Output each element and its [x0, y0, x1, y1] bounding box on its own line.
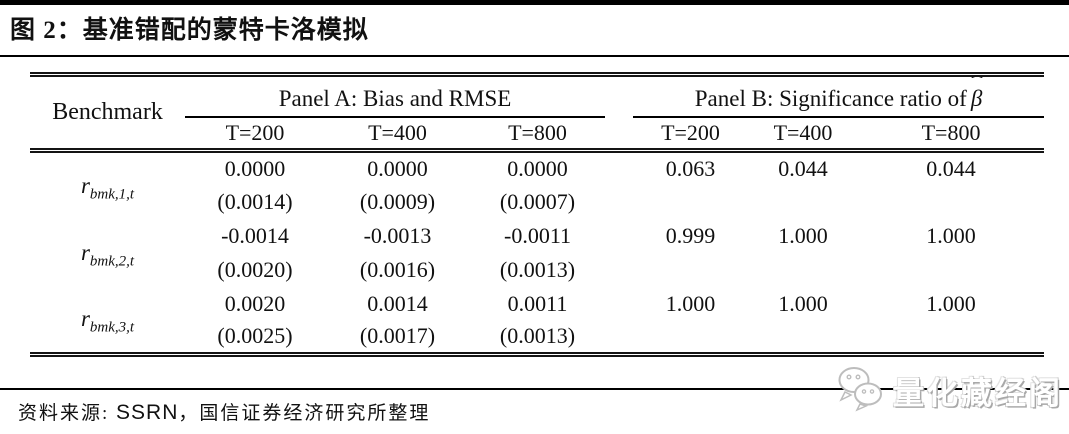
table-row-bmk3-values: rbmk,3,t 0.0020 0.0014 0.0011 1.000 1.00… [30, 287, 1044, 336]
source-prefix: 资料来源: [18, 403, 117, 424]
col-header-b-t800: T=800 [858, 116, 1045, 153]
cell-rmse: (0.0013) [499, 323, 576, 349]
results-table: Benchmark Panel A: Bias and RMSE Panel B… [30, 72, 1045, 357]
table-row-bmk1-values: rbmk,1,t 0.0000 0.0000 0.0000 0.063 0.04… [30, 151, 1044, 202]
cell-bias: 0.0000 [367, 155, 428, 181]
panel-gap [605, 185, 633, 219]
cell-sig-ratio: 1.000 [926, 290, 976, 316]
cell-sig-ratio: 1.000 [778, 290, 828, 316]
col-header-a-t400: T=400 [325, 116, 470, 153]
cell-bias: 0.0000 [224, 155, 286, 181]
cell-rmse: (0.0013) [499, 256, 576, 282]
wechat-icon [833, 364, 889, 417]
cell-rmse: (0.0014) [217, 188, 293, 214]
table-row-bmk1-rmse: (0.0014) (0.0009) (0.0007) [30, 185, 1044, 219]
cell-sig-ratio: 0.044 [778, 155, 828, 181]
col-header-b-t400: T=400 [748, 116, 859, 153]
cell-sig-ratio: 0.044 [926, 155, 976, 181]
footer-divider-line [0, 388, 1069, 390]
col-header-a-t800: T=800 [470, 116, 606, 153]
cell-bias: 0.0020 [224, 290, 286, 316]
source-name: SSRN [116, 401, 179, 424]
cell-rmse: (0.0009) [359, 188, 436, 214]
panel-b-title: Panel B: Significance ratio of [694, 85, 967, 111]
cell-rmse: (0.0020) [217, 256, 293, 282]
row-label-bmk1: rbmk,1,t [80, 172, 135, 203]
title-divider-line [0, 55, 1069, 57]
cell-rmse: (0.0017) [359, 323, 436, 349]
cell-sig-ratio: 1.000 [926, 222, 976, 248]
cell-bias: 0.0014 [367, 290, 428, 316]
table-row-bmk3-rmse: (0.0025) (0.0017) (0.0013) [30, 321, 1044, 355]
cell-sig-ratio: 0.063 [665, 155, 716, 181]
panel-gap [605, 151, 633, 185]
cell-bias: -0.0013 [363, 222, 432, 248]
cell-bias: -0.0014 [221, 222, 289, 248]
row-label-bmk3: rbmk,3,t [80, 306, 135, 336]
benchmark-column-header: Benchmark [30, 74, 185, 153]
panel-a-header: Panel A: Bias and RMSE [185, 74, 606, 118]
table-row-bmk2-values: rbmk,2,t -0.0014 -0.0013 -0.0011 0.999 1… [30, 219, 1044, 269]
panel-gap [605, 116, 634, 153]
panel-gap [605, 253, 633, 287]
col-header-a-t200: T=200 [185, 116, 325, 153]
source-suffix: ，国信证券经济研究所整理 [178, 403, 431, 424]
cell-rmse: (0.0025) [217, 323, 293, 349]
panel-b-header: Panel B: Significance ratio of ˆ β [633, 73, 1045, 118]
table-header-row-T: T=200 T=400 T=800 T=200 T=400 T=800 [30, 116, 1045, 153]
cell-sig-ratio: 1.000 [665, 290, 716, 316]
cell-sig-ratio: 1.000 [778, 222, 828, 248]
panel-a-title: Panel A: Bias and RMSE [278, 85, 512, 111]
cell-bias: 0.0011 [507, 290, 568, 316]
col-header-b-t200: T=200 [633, 116, 749, 153]
panel-gap [605, 287, 633, 321]
cell-sig-ratio: 0.999 [665, 222, 716, 248]
watermark: 量化藏经阁 [833, 364, 1063, 417]
watermark-text: 量化藏经阁 [893, 376, 1063, 411]
table-header-row-panels: Benchmark Panel A: Bias and RMSE Panel B… [30, 73, 1045, 153]
cell-bias: -0.0011 [504, 222, 572, 248]
top-divider-bar [0, 0, 1069, 5]
cell-rmse: (0.0016) [359, 256, 436, 282]
cell-rmse: (0.0007) [499, 188, 576, 214]
table-row-bmk2-rmse: (0.0020) (0.0016) (0.0013) [30, 253, 1044, 287]
figure-title: 图 2：基准错配的蒙特卡洛模拟 [10, 17, 369, 44]
row-label-bmk2: rbmk,2,t [80, 239, 135, 270]
source-note: 资料来源: SSRN，国信证券经济研究所整理 [18, 398, 430, 425]
panel-gap [605, 75, 633, 117]
cell-bias: 0.0000 [507, 155, 568, 181]
panel-gap [605, 219, 633, 253]
panel-gap [605, 321, 633, 355]
